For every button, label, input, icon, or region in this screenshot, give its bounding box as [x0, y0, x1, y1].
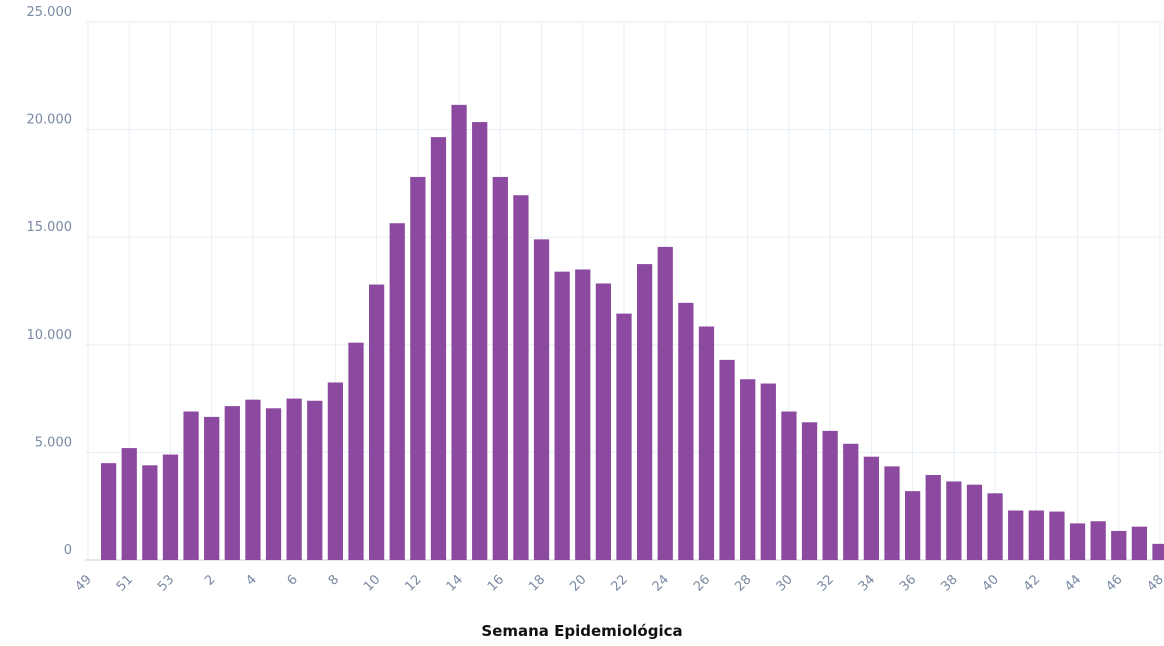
bar	[1028, 510, 1044, 560]
x-tick-label: 28	[732, 572, 754, 594]
bar	[1090, 521, 1106, 560]
bar	[1111, 530, 1127, 560]
x-tick-label: 30	[773, 572, 795, 594]
x-tick-label: 53	[155, 572, 177, 594]
bar	[884, 466, 900, 560]
bar	[286, 398, 302, 560]
x-tick-label: 38	[938, 572, 960, 594]
bar	[307, 400, 323, 560]
bar	[904, 491, 921, 560]
x-tick-label: 22	[609, 572, 631, 594]
bar	[740, 379, 756, 560]
y-tick-label: 10.000	[27, 328, 73, 343]
bar	[430, 137, 447, 560]
bar	[1152, 543, 1164, 560]
bar	[100, 463, 117, 560]
bar	[966, 484, 983, 560]
x-tick-label: 10	[361, 572, 383, 594]
bar	[162, 454, 179, 560]
bar	[843, 443, 859, 560]
bar	[472, 122, 488, 561]
bar	[554, 271, 570, 560]
bar	[678, 302, 694, 560]
bar	[575, 269, 591, 560]
x-tick-label: 4	[243, 572, 259, 588]
x-tick-label: 48	[1145, 572, 1164, 594]
x-tick-label: 12	[402, 572, 424, 594]
bar	[121, 448, 137, 560]
bar	[863, 456, 880, 560]
bar	[946, 481, 962, 560]
bar	[142, 465, 158, 560]
bar	[719, 359, 735, 560]
x-tick-label: 8	[326, 572, 342, 588]
bar	[410, 176, 426, 560]
x-tick-label: 16	[485, 572, 507, 594]
x-tick-label: 36	[897, 572, 919, 594]
x-tick-label: 46	[1103, 572, 1125, 594]
x-tick-label: 2	[202, 572, 218, 588]
bar	[368, 284, 385, 560]
bar	[265, 408, 282, 560]
bar	[1131, 526, 1148, 560]
bar	[657, 246, 673, 560]
bar	[1008, 510, 1024, 560]
x-tick-label: 40	[980, 572, 1002, 594]
y-tick-label: 15.000	[27, 220, 73, 235]
y-tick-label: 0	[64, 543, 72, 558]
bar	[781, 411, 797, 560]
x-tick-label: 51	[114, 572, 136, 594]
bar	[224, 406, 240, 560]
x-tick-label: 34	[856, 572, 878, 594]
bar	[348, 342, 364, 560]
bar	[636, 264, 653, 560]
x-tick-label: 20	[567, 572, 589, 594]
bar	[327, 382, 344, 560]
bar	[822, 430, 838, 560]
bar	[451, 104, 467, 561]
x-axis-title: Semana Epidemiológica	[481, 622, 682, 640]
y-tick-label: 25.000	[27, 5, 73, 20]
x-tick-label: 6	[285, 572, 301, 588]
bar	[183, 411, 199, 560]
bar	[925, 474, 941, 560]
bar	[492, 176, 508, 560]
bar	[1049, 511, 1065, 560]
x-tick-label: 18	[526, 572, 548, 594]
x-tick-label: 26	[691, 572, 713, 594]
x-tick-label: 32	[815, 572, 837, 594]
bar	[513, 195, 529, 560]
bar	[987, 493, 1003, 560]
bar	[1069, 523, 1086, 560]
x-tick-label: 14	[444, 572, 466, 594]
bar	[698, 326, 715, 560]
bar	[801, 422, 818, 560]
bar	[245, 399, 261, 560]
bar	[595, 283, 612, 560]
x-tick-label: 49	[73, 572, 95, 594]
bar	[204, 416, 220, 560]
bar	[616, 313, 632, 560]
y-tick-label: 20.000	[27, 113, 73, 128]
bar	[760, 383, 776, 560]
bar	[389, 223, 405, 560]
x-tick-label: 42	[1021, 572, 1043, 594]
x-tick-label: 24	[650, 572, 672, 594]
y-tick-label: 5.000	[35, 435, 72, 450]
bar	[533, 239, 550, 561]
x-tick-label: 44	[1062, 572, 1084, 594]
